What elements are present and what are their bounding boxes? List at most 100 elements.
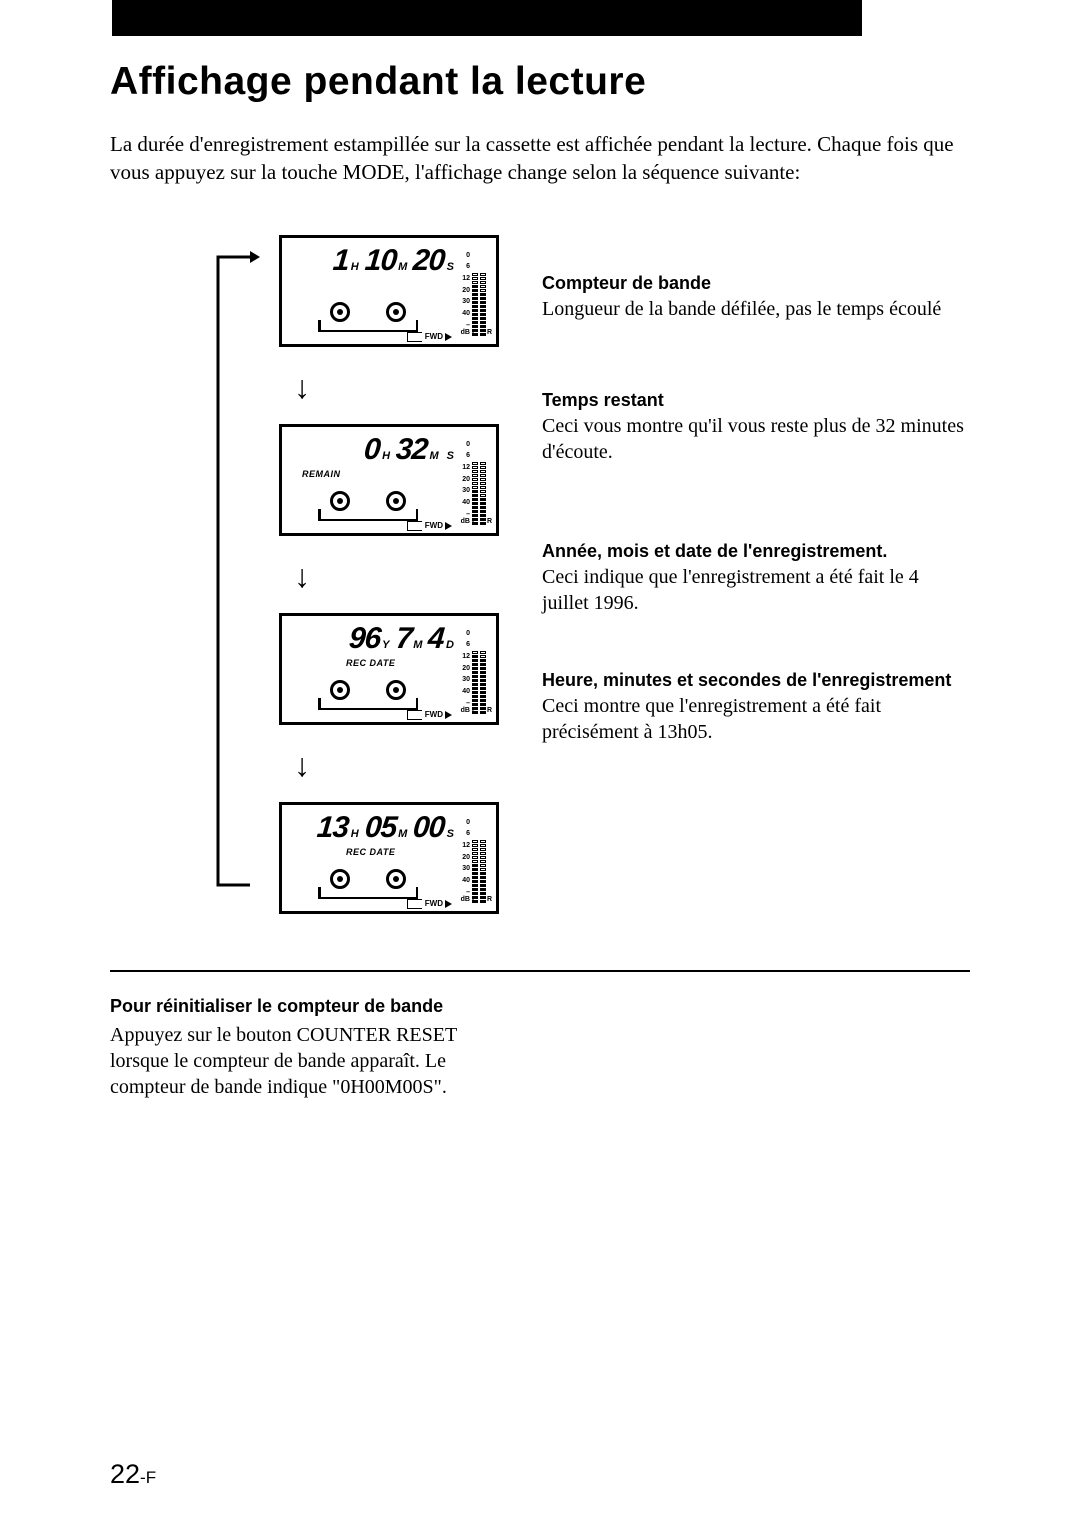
description-block-3: Heure, minutes et secondes de l'enregist… — [542, 670, 970, 745]
vu-segment — [472, 297, 478, 300]
lcd-digit: 4 — [427, 622, 446, 656]
lcd-digit: 20 — [412, 244, 446, 278]
loop-arrow-icon — [210, 235, 260, 915]
vu-segment — [480, 514, 486, 517]
description-title: Temps restant — [542, 390, 970, 411]
vu-segment — [480, 671, 486, 674]
vu-segment — [480, 490, 486, 493]
vu-segment — [472, 506, 478, 509]
divider — [110, 970, 970, 972]
lcd-readout: 13H05M00S — [292, 811, 458, 849]
vu-label-l: L — [472, 707, 476, 714]
reel-left-icon — [330, 869, 350, 889]
tape-reels — [318, 294, 418, 332]
vu-scale: 0612203040–dB — [458, 441, 470, 525]
vu-segment — [472, 305, 478, 308]
vu-segment — [480, 655, 486, 658]
vu-segment — [472, 313, 478, 316]
vu-segment — [472, 502, 478, 505]
vu-segment — [472, 695, 478, 698]
lcd-readout: 1H10M20S — [292, 244, 458, 282]
vu-segment — [480, 313, 486, 316]
vu-scale-tick: 6 — [458, 830, 470, 837]
vu-label-l: L — [472, 896, 476, 903]
vu-scale-tick: 12 — [458, 653, 470, 660]
vu-segment — [472, 277, 478, 280]
vu-segment — [480, 462, 486, 465]
lcd-digit: 0 — [363, 433, 382, 467]
vu-segment — [472, 498, 478, 501]
vu-segment — [472, 281, 478, 284]
vu-bars — [472, 630, 486, 714]
vu-scale-tick: 30 — [458, 298, 470, 305]
lcd-column: 1H10M20SFWD0612203040–dBLR↓0H32MSREMAINF… — [274, 235, 504, 932]
vu-segment — [480, 305, 486, 308]
vu-segment — [472, 470, 478, 473]
lcd-digit: 1 — [332, 244, 351, 278]
vu-segment — [480, 506, 486, 509]
lcd-digit: 10 — [363, 244, 397, 278]
vu-scale-tick: 40 — [458, 877, 470, 884]
description-column: Compteur de bandeLongueur de la bande dé… — [542, 235, 970, 932]
lcd-digit: 13 — [316, 811, 350, 845]
vu-scale-tick: 20 — [458, 854, 470, 861]
vu-segment — [472, 703, 478, 706]
vu-label-r: R — [487, 896, 492, 903]
intro-paragraph: La durée d'enregistrement estampillée su… — [110, 130, 970, 187]
vu-scale-tick: 0 — [458, 819, 470, 826]
fwd-indicator: FWD — [407, 332, 452, 342]
vu-bar-r — [480, 445, 486, 525]
reel-right-icon — [386, 869, 406, 889]
vu-scale-tick: 0 — [458, 630, 470, 637]
vu-scale-tick: –dB — [458, 322, 470, 336]
lcd-sublabel: REMAIN — [302, 469, 341, 479]
diagram-section: 1H10M20SFWD0612203040–dBLR↓0H32MSREMAINF… — [210, 235, 970, 932]
vu-segment — [480, 297, 486, 300]
vu-segment — [480, 840, 486, 843]
vu-segment — [480, 498, 486, 501]
vu-segment — [480, 470, 486, 473]
lcd-digit: 96 — [347, 622, 381, 656]
lcd-digit: 00 — [412, 811, 446, 845]
vu-segment — [480, 687, 486, 690]
vu-scale-tick: 40 — [458, 310, 470, 317]
vu-segment — [472, 486, 478, 489]
vu-segment — [480, 699, 486, 702]
vu-label-l: L — [472, 518, 476, 525]
vu-segment — [472, 659, 478, 662]
vu-scale-tick: 30 — [458, 676, 470, 683]
vu-segment — [480, 711, 486, 714]
vu-meter: 0612203040–dBLR — [458, 630, 490, 714]
description-body: Ceci indique que l'enregistrement a été … — [542, 564, 970, 616]
vu-scale-tick: 6 — [458, 263, 470, 270]
vu-segment — [472, 651, 478, 654]
page-number-value: 22 — [110, 1459, 140, 1489]
description-title: Heure, minutes et secondes de l'enregist… — [542, 670, 970, 691]
lcd-unit: S — [447, 450, 454, 462]
vu-bar-r — [480, 634, 486, 714]
vu-segment — [472, 679, 478, 682]
vu-segment — [480, 494, 486, 497]
vu-segment — [480, 502, 486, 505]
vu-segment — [480, 860, 486, 863]
lcd-unit: M — [429, 450, 438, 462]
vu-segment — [472, 840, 478, 843]
vu-segment — [472, 683, 478, 686]
vu-segment — [472, 856, 478, 859]
description-body: Ceci vous montre qu'il vous reste plus d… — [542, 413, 970, 465]
vu-segment — [480, 691, 486, 694]
vu-segment — [472, 285, 478, 288]
vu-segment — [472, 663, 478, 666]
vu-scale-tick: 6 — [458, 641, 470, 648]
vu-segment — [472, 478, 478, 481]
reel-left-icon — [330, 491, 350, 511]
description-body: Longueur de la bande défilée, pas le tem… — [542, 296, 970, 322]
lcd-unit: D — [446, 639, 454, 651]
vu-segment — [480, 273, 486, 276]
lcd-unit: S — [447, 261, 454, 273]
vu-segment — [472, 289, 478, 292]
vu-segment — [472, 301, 478, 304]
vu-segment — [480, 884, 486, 887]
vu-segment — [480, 876, 486, 879]
vu-segment — [480, 659, 486, 662]
